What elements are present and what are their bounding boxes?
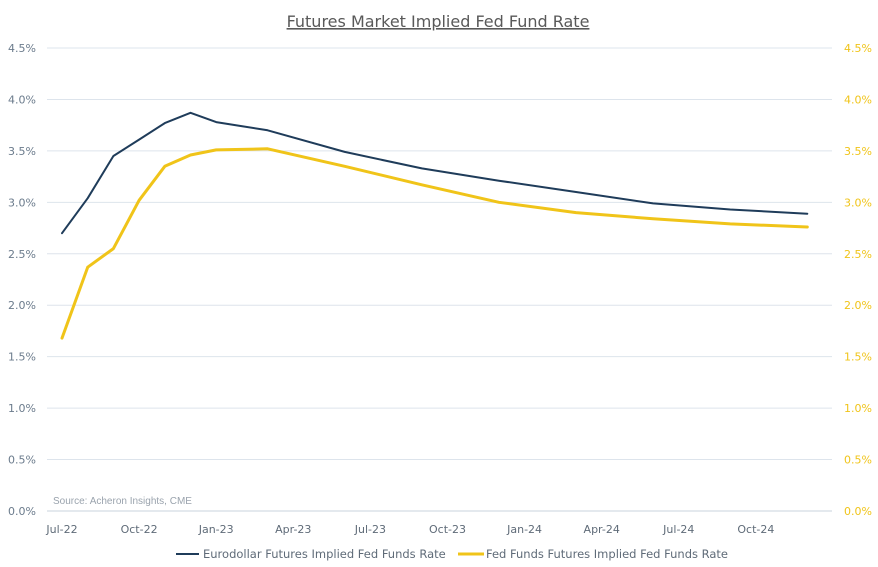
y-right-tick-label: 0.5%	[844, 454, 872, 467]
x-tick-label: Apr-24	[584, 523, 620, 536]
legend: Eurodollar Futures Implied Fed Funds Rat…	[176, 547, 728, 561]
series-line-fedfunds	[60, 147, 809, 340]
x-tick-label: Oct-22	[121, 523, 158, 536]
grid-lines	[47, 47, 832, 512]
x-tick-label: Oct-23	[429, 523, 466, 536]
y-axis-right: 0.0% 0.5% 1.0% 1.5% 2.0% 2.5% 3.0% 3.5% 4.0% 4.5%	[844, 42, 872, 518]
x-tick-label: Apr-23	[275, 523, 311, 536]
chart-title: Futures Market Implied Fed Fund Rate	[287, 12, 590, 31]
source-note: Source: Acheron Insights, CME	[53, 496, 192, 507]
y-right-tick-label: 1.5%	[844, 351, 872, 364]
y-left-tick-label: 4.0%	[8, 93, 36, 106]
y-left-tick-label: 3.5%	[8, 145, 36, 158]
x-tick-label: Oct-24	[737, 523, 774, 536]
x-tick-label: Jan-23	[198, 523, 234, 536]
legend-item-fedfunds: Fed Funds Futures Implied Fed Funds Rate	[458, 547, 728, 561]
y-right-tick-label: 2.5%	[844, 248, 872, 261]
series-layer	[60, 111, 809, 340]
x-axis: Jul-22 Oct-22 Jan-23 Apr-23 Jul-23 Oct-23 Jan-…	[45, 523, 774, 536]
y-right-tick-label: 1.0%	[844, 402, 872, 415]
y-right-tick-label: 4.5%	[844, 42, 872, 55]
y-left-tick-label: 0.5%	[8, 454, 36, 467]
y-left-tick-label: 1.0%	[8, 402, 36, 415]
y-left-tick-label: 2.5%	[8, 248, 36, 261]
y-left-tick-label: 1.5%	[8, 351, 36, 364]
legend-label-eurodollar: Eurodollar Futures Implied Fed Funds Rat…	[203, 547, 446, 561]
x-tick-label: Jul-22	[45, 523, 77, 536]
y-left-tick-label: 4.5%	[8, 42, 36, 55]
x-tick-label: Jul-24	[662, 523, 694, 536]
y-axis-left: 0.0% 0.5% 1.0% 1.5% 2.0% 2.5% 3.0% 3.5% 4.0% 4.5%	[8, 42, 36, 518]
y-left-tick-label: 3.0%	[8, 196, 36, 209]
y-right-tick-label: 4.0%	[844, 93, 872, 106]
y-left-tick-label: 0.0%	[8, 505, 36, 518]
y-right-tick-label: 0.0%	[844, 505, 872, 518]
x-tick-label: Jul-23	[354, 523, 386, 536]
x-tick-label: Jan-24	[506, 523, 542, 536]
legend-item-eurodollar: Eurodollar Futures Implied Fed Funds Rat…	[176, 547, 446, 561]
y-right-tick-label: 3.0%	[844, 196, 872, 209]
y-right-tick-label: 2.0%	[844, 299, 872, 312]
y-left-tick-label: 2.0%	[8, 299, 36, 312]
legend-label-fedfunds: Fed Funds Futures Implied Fed Funds Rate	[486, 547, 728, 561]
y-right-tick-label: 3.5%	[844, 145, 872, 158]
series-line-eurodollar	[61, 111, 809, 235]
